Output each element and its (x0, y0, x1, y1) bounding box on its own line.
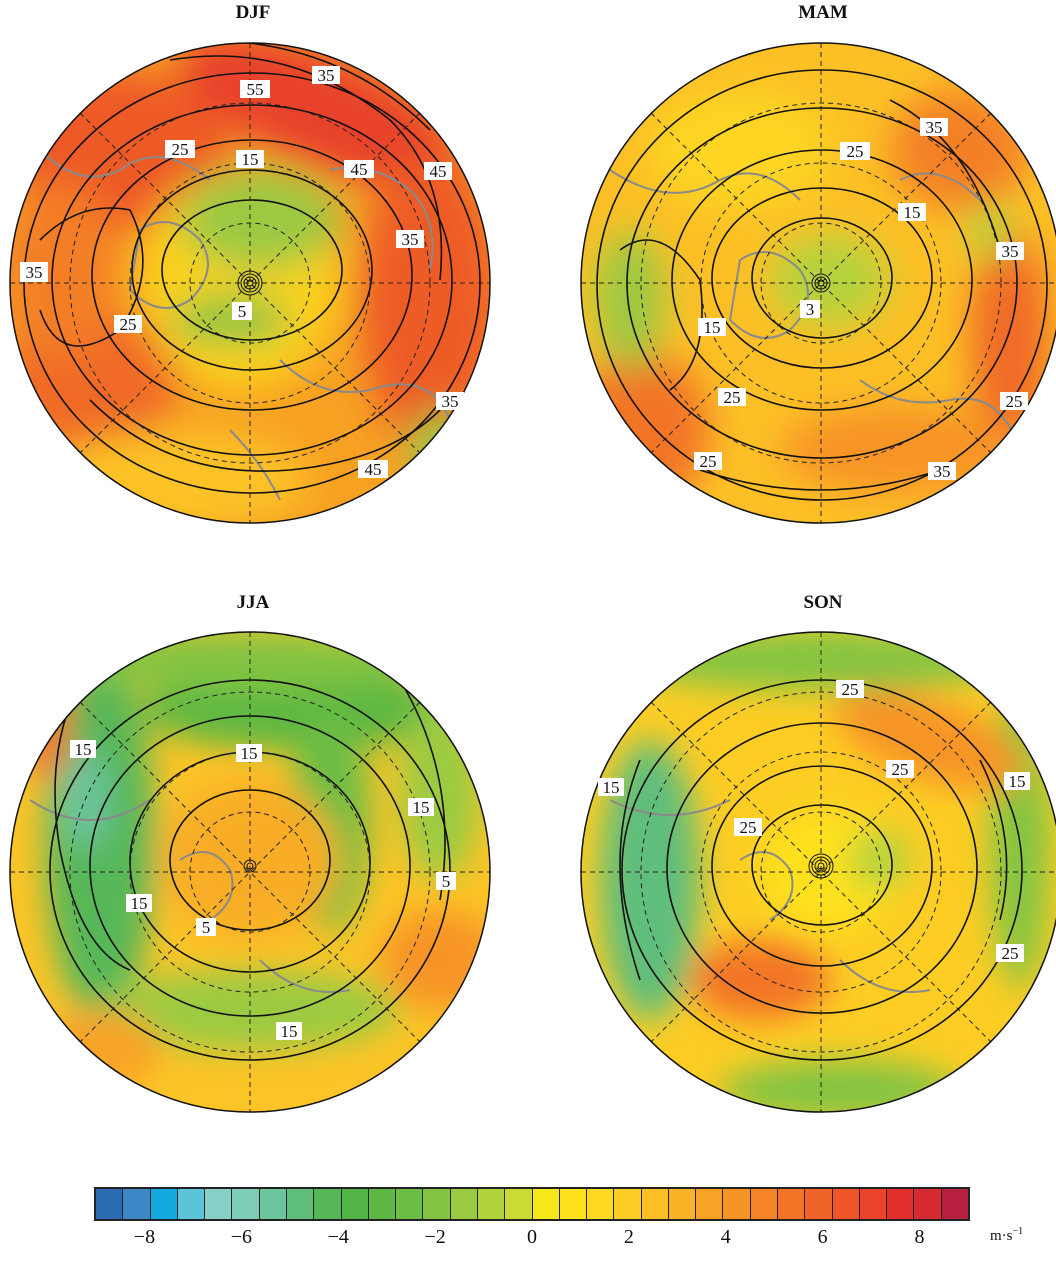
colorbar-cell (368, 1189, 397, 1219)
contour-label: 15 (704, 318, 721, 337)
contour-label: 15 (1009, 772, 1026, 791)
polar-map-mam: 35 25 15 35 15 3 25 25 25 35 (580, 42, 1056, 524)
panel-title-jja: JJA (236, 592, 270, 613)
contour-label: 25 (172, 140, 189, 159)
contour-label: 5 (238, 302, 247, 321)
contour-label: 15 (281, 1022, 298, 1041)
colorbar-cell (314, 1189, 342, 1219)
colorbar-cell (587, 1189, 615, 1219)
colorbar-cell (914, 1189, 942, 1219)
contour-label: 45 (365, 460, 382, 479)
contour-label: 25 (842, 680, 859, 699)
colorbar-tick-label: 4 (720, 1226, 731, 1248)
colorbar-tick-label: −6 (230, 1226, 252, 1248)
contour-label: 25 (700, 452, 717, 471)
colorbar-cell (150, 1189, 178, 1219)
polar-map-jja: 15 15 15 15 5 5 15 (9, 631, 491, 1113)
panel-title-son: SON (803, 592, 843, 613)
colorbar-tick-label: 2 (623, 1226, 634, 1248)
contour-label: 45 (351, 160, 368, 179)
colorbar-tick-label: −4 (327, 1226, 349, 1248)
colorbar-cell (477, 1189, 506, 1219)
contour-label: 35 (934, 462, 951, 481)
colorbar-cell (668, 1189, 697, 1219)
colorbar-cell (177, 1189, 206, 1219)
contour-label: 25 (892, 760, 909, 779)
contour-label: 25 (1002, 944, 1019, 963)
contour-label: 15 (603, 778, 620, 797)
contour-label: 55 (247, 80, 264, 99)
contour-label: 25 (740, 818, 757, 837)
colorbar-cell (123, 1189, 151, 1219)
colorbar-cell (396, 1189, 424, 1219)
colorbar-unit: m·s−1 (990, 1226, 1024, 1244)
colorbar-tick-label: 6 (817, 1226, 828, 1248)
polar-map-djf: 55 35 25 15 45 45 35 35 25 5 35 45 (9, 42, 491, 524)
colorbar-cell (723, 1189, 751, 1219)
contour-label: 25 (724, 388, 741, 407)
colorbar-cell (887, 1189, 915, 1219)
colorbar-cell (832, 1189, 860, 1219)
colorbar-cell (614, 1189, 642, 1219)
colorbar-cell (423, 1189, 451, 1219)
contour-label: 3 (806, 300, 815, 319)
contour-label: 15 (904, 203, 921, 222)
colorbar-cell (505, 1189, 533, 1219)
contour-label: 35 (402, 230, 419, 249)
contour-label: 35 (26, 263, 43, 282)
colorbar-cell (750, 1189, 779, 1219)
panel-title-djf: DJF (235, 2, 271, 23)
contour-label: 15 (75, 740, 92, 759)
colorbar-cell (259, 1189, 287, 1219)
colorbar-cell (641, 1189, 669, 1219)
colorbar-tick-label: −8 (133, 1226, 156, 1248)
contour-label: 25 (1006, 392, 1023, 411)
colorbar-cell (778, 1189, 806, 1219)
colorbar-cell (286, 1189, 315, 1219)
colorbar-cell (559, 1189, 588, 1219)
colorbar-tick-label: −2 (424, 1226, 446, 1248)
colorbar-cell (232, 1189, 260, 1219)
contour-label: 35 (1002, 242, 1019, 261)
colorbar-cell (96, 1189, 124, 1219)
contour-label: 15 (242, 150, 259, 169)
colorbar-cell (941, 1189, 968, 1219)
contour-label: 25 (847, 142, 864, 161)
colorbar-tick-label: 8 (914, 1226, 925, 1248)
colorbar-cell (205, 1189, 233, 1219)
colorbar-cell (532, 1189, 560, 1219)
polar-map-son: 25 25 15 15 25 25 (580, 631, 1056, 1113)
contour-label: 35 (926, 118, 943, 137)
contour-label: 15 (413, 798, 430, 817)
colorbar (94, 1187, 970, 1221)
contour-label: 35 (318, 66, 335, 85)
contour-label: 45 (430, 162, 447, 181)
contour-label: 15 (131, 894, 148, 913)
shaded-field-jja (10, 632, 490, 1112)
contour-label: 5 (202, 918, 211, 937)
colorbar-cell (696, 1189, 724, 1219)
panel-title-mam: MAM (798, 2, 848, 23)
contour-label: 35 (442, 392, 459, 411)
colorbar-tick-label: 0 (527, 1226, 537, 1248)
contour-label: 15 (241, 744, 258, 763)
colorbar-cell (859, 1189, 888, 1219)
contour-label: 5 (442, 872, 451, 891)
colorbar-cell (450, 1189, 478, 1219)
colorbar-cell (805, 1189, 833, 1219)
colorbar-cell (341, 1189, 369, 1219)
contour-label: 25 (120, 315, 137, 334)
